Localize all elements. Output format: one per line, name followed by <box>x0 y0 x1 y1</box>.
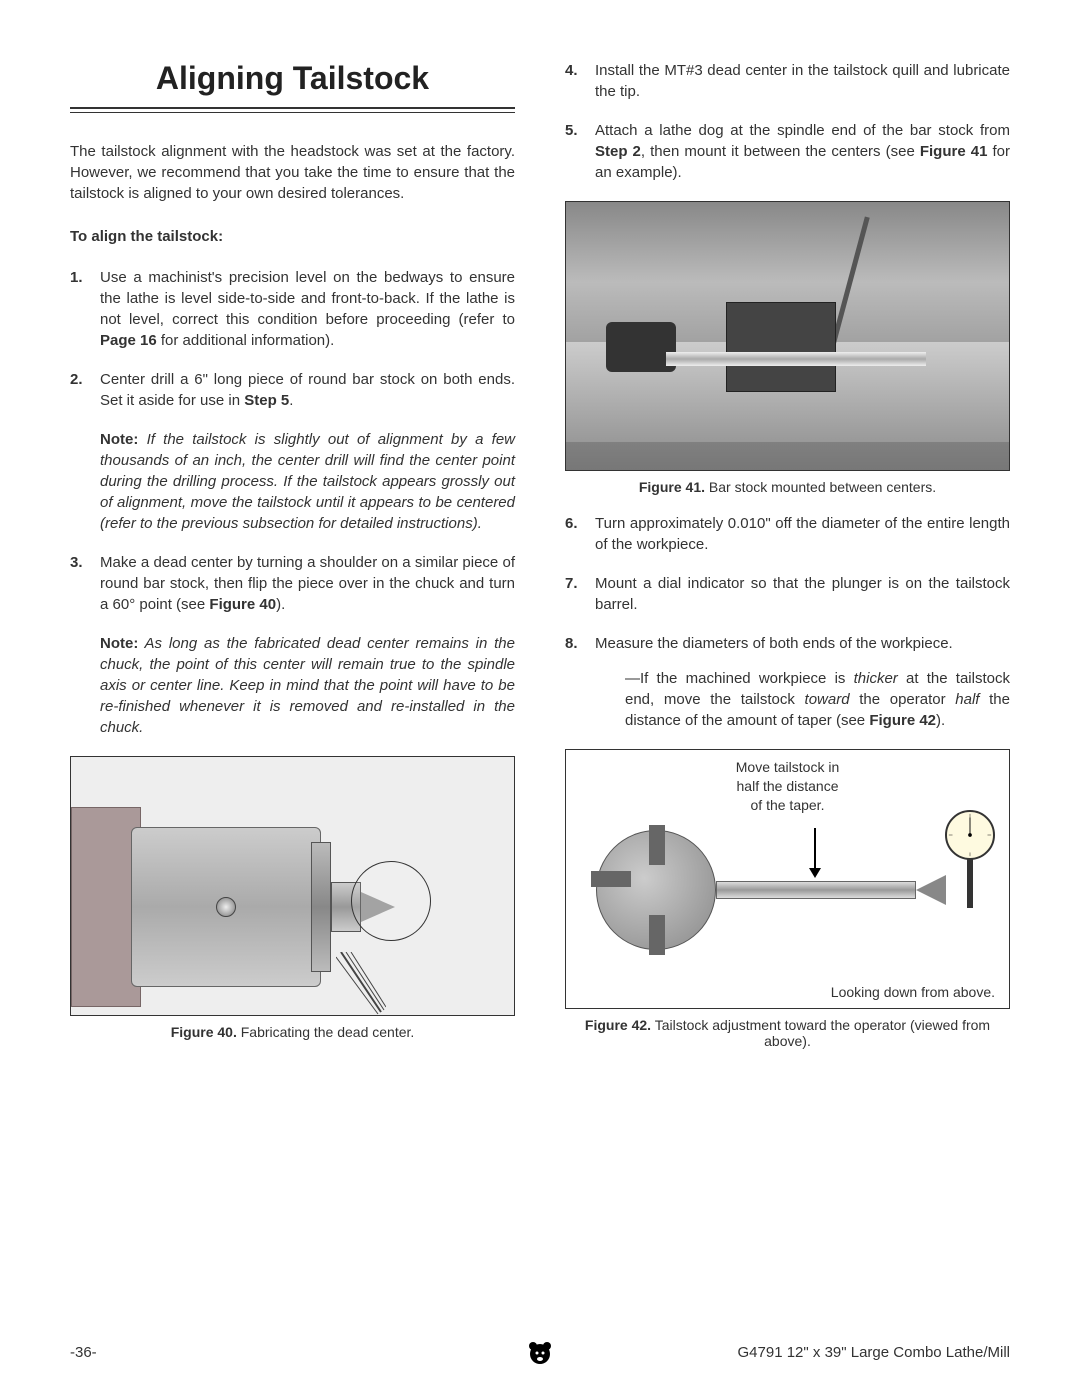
step-text: Install the MT#3 dead center in the tail… <box>595 62 1010 100</box>
procedure-list-right-2: 6. Turn approximately 0.010" off the dia… <box>565 513 1010 731</box>
step-number: 8. <box>565 633 578 654</box>
figure-label: Figure 41. <box>639 479 705 495</box>
bear-logo-icon <box>525 1338 555 1368</box>
model-number: G4791 12" x 39" Large Combo Lathe/Mill <box>738 1344 1010 1361</box>
figure-40 <box>70 756 515 1016</box>
step-number: 2. <box>70 369 83 390</box>
fig42-label-line: of the taper. <box>751 797 825 813</box>
fig42-dial-stem <box>967 858 973 908</box>
procedure-list-left: 1. Use a machinist's precision level on … <box>70 267 515 738</box>
step-text: Mount a dial indicator so that the plung… <box>595 575 1010 613</box>
fig42-arrow-icon <box>814 828 816 876</box>
sub-text: ). <box>936 712 945 729</box>
step-1: 1. Use a machinist's precision level on … <box>70 267 515 351</box>
fig40-highlight-circle <box>351 861 431 941</box>
figure-caption-text: Tailstock adjustment toward the operator… <box>651 1017 990 1049</box>
figure-ref: Figure 41 <box>920 143 988 160</box>
step-text: Measure the diameters of both ends of th… <box>595 635 953 652</box>
step-number: 3. <box>70 552 83 573</box>
figure-label: Figure 42. <box>585 1017 651 1033</box>
step-text: Center drill a 6" long piece of round ba… <box>100 371 515 409</box>
figure-ref: Figure 40 <box>209 596 276 613</box>
step-3-note: Note: As long as the fabricated dead cen… <box>100 633 515 738</box>
step-2: 2. Center drill a 6" long piece of round… <box>70 369 515 534</box>
italic-word: half <box>955 691 979 708</box>
step-number: 6. <box>565 513 578 534</box>
fig40-brush-icon <box>336 952 386 1016</box>
step-number: 4. <box>565 60 578 81</box>
step-2-note: Note: If the tailstock is slightly out o… <box>100 429 515 534</box>
figure-42-caption: Figure 42. Tailstock adjustment toward t… <box>565 1017 1010 1049</box>
step-8: 8. Measure the diameters of both ends of… <box>565 633 1010 731</box>
fig42-label-line: Move tailstock in <box>736 759 839 775</box>
fig42-tailstock-center <box>916 875 946 905</box>
fig42-dial-indicator-icon <box>945 810 995 860</box>
step-4: 4. Install the MT#3 dead center in the t… <box>565 60 1010 102</box>
figure-ref: Figure 42 <box>869 712 936 729</box>
figure-41-caption: Figure 41. Bar stock mounted between cen… <box>565 479 1010 495</box>
fig40-chuck-key-hole <box>216 897 236 917</box>
step-text: Turn approximately 0.010" off the diamet… <box>595 515 1010 553</box>
fig42-label-line: half the distance <box>737 778 839 794</box>
step-number: 7. <box>565 573 578 594</box>
step-text: for additional information). <box>157 332 335 349</box>
fig42-chuck <box>596 830 716 950</box>
fig41-bar-stock <box>666 352 926 366</box>
figure-42: Move tailstock in half the distance of t… <box>565 749 1010 1009</box>
fig42-chuck-jaw <box>649 825 665 865</box>
step-number: 5. <box>565 120 578 141</box>
fig42-label-top: Move tailstock in half the distance of t… <box>566 758 1009 815</box>
step-6: 6. Turn approximately 0.010" off the dia… <box>565 513 1010 555</box>
italic-word: toward <box>805 691 850 708</box>
fig40-chuck-face <box>311 842 331 972</box>
procedure-list-right: 4. Install the MT#3 dead center in the t… <box>565 60 1010 183</box>
step-ref: Step 5 <box>244 392 289 409</box>
page-footer: -36- G4791 12" x 39" Large Combo Lathe/M… <box>70 1344 1010 1361</box>
title-rule <box>70 107 515 113</box>
fig42-chuck-jaw <box>591 871 631 887</box>
step-text: Use a machinist's precision level on the… <box>100 269 515 328</box>
step-number: 1. <box>70 267 83 288</box>
figure-41 <box>565 201 1010 471</box>
fig41-toolpost <box>726 302 836 392</box>
step-ref: Step 2 <box>595 143 641 160</box>
fig42-bar-stock <box>716 881 916 899</box>
sub-text: If the machined workpiece is <box>640 670 854 687</box>
step-8-subpoint: —If the machined workpiece is thicker at… <box>595 668 1010 731</box>
step-5: 5. Attach a lathe dog at the spindle end… <box>565 120 1010 183</box>
dash: — <box>625 670 640 687</box>
fig42-chuck-jaw <box>649 915 665 955</box>
page-number: -36- <box>70 1344 97 1361</box>
step-3: 3. Make a dead center by turning a shoul… <box>70 552 515 738</box>
note-text: If the tailstock is slightly out of alig… <box>100 431 515 532</box>
note-label: Note: <box>100 635 138 652</box>
note-text: As long as the fabricated dead center re… <box>100 635 515 736</box>
page-ref: Page 16 <box>100 332 157 349</box>
step-text: ). <box>276 596 285 613</box>
step-7: 7. Mount a dial indicator so that the pl… <box>565 573 1010 615</box>
figure-label: Figure 40. <box>171 1024 237 1040</box>
fig42-label-bottom: Looking down from above. <box>831 984 995 1000</box>
italic-word: thicker <box>854 670 898 687</box>
figure-40-caption: Figure 40. Fabricating the dead center. <box>70 1024 515 1040</box>
step-text: Make a dead center by turning a shoulder… <box>100 554 515 613</box>
sub-text: the operator <box>850 691 956 708</box>
page-title: Aligning Tailstock <box>70 60 515 97</box>
step-text: Attach a lathe dog at the spindle end of… <box>595 122 1010 139</box>
figure-caption-text: Bar stock mounted between centers. <box>705 479 936 495</box>
figure-caption-text: Fabricating the dead center. <box>237 1024 414 1040</box>
procedure-heading: To align the tailstock: <box>70 228 515 245</box>
step-text: , then mount it between the centers (see <box>641 143 920 160</box>
step-text: . <box>289 392 293 409</box>
intro-paragraph: The tailstock alignment with the headsto… <box>70 141 515 204</box>
note-label: Note: <box>100 431 138 448</box>
